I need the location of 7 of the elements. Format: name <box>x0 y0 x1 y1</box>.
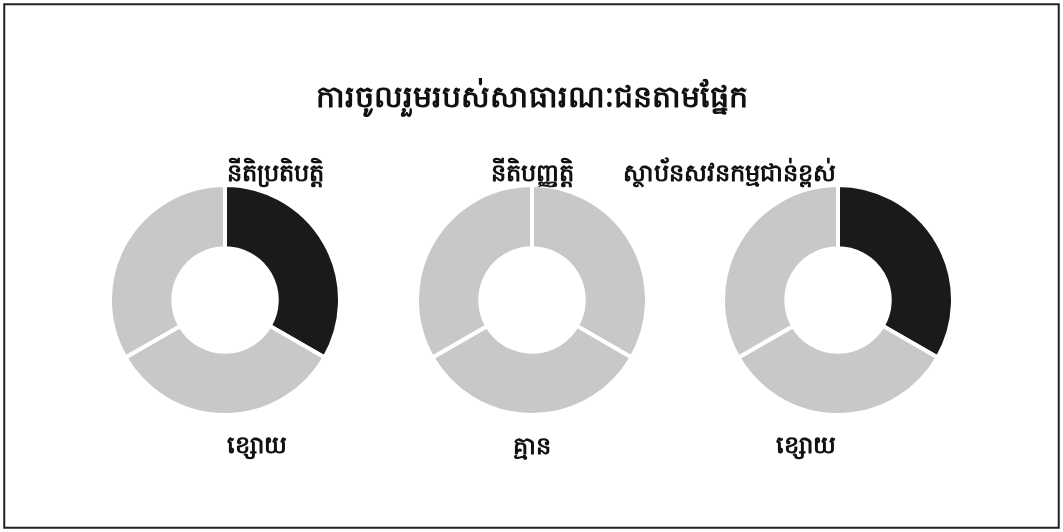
text: ខ្សោយ <box>227 431 287 460</box>
text: គ្មាន <box>513 432 551 460</box>
chart-subtitle: នីតិប្រតិបត្តិ <box>227 157 324 188</box>
text: ការចូលរួមរបស់សាធារណៈជនតាមផ្នែក <box>316 77 748 118</box>
text: ខ្សោយ <box>776 431 836 460</box>
chart-subtitle: ស្ថាប័នសវនកម្មជាន់ខ្ពស់ <box>623 157 836 188</box>
chart-subtitle: នីតិបញ្ញត្តិ <box>491 157 574 188</box>
